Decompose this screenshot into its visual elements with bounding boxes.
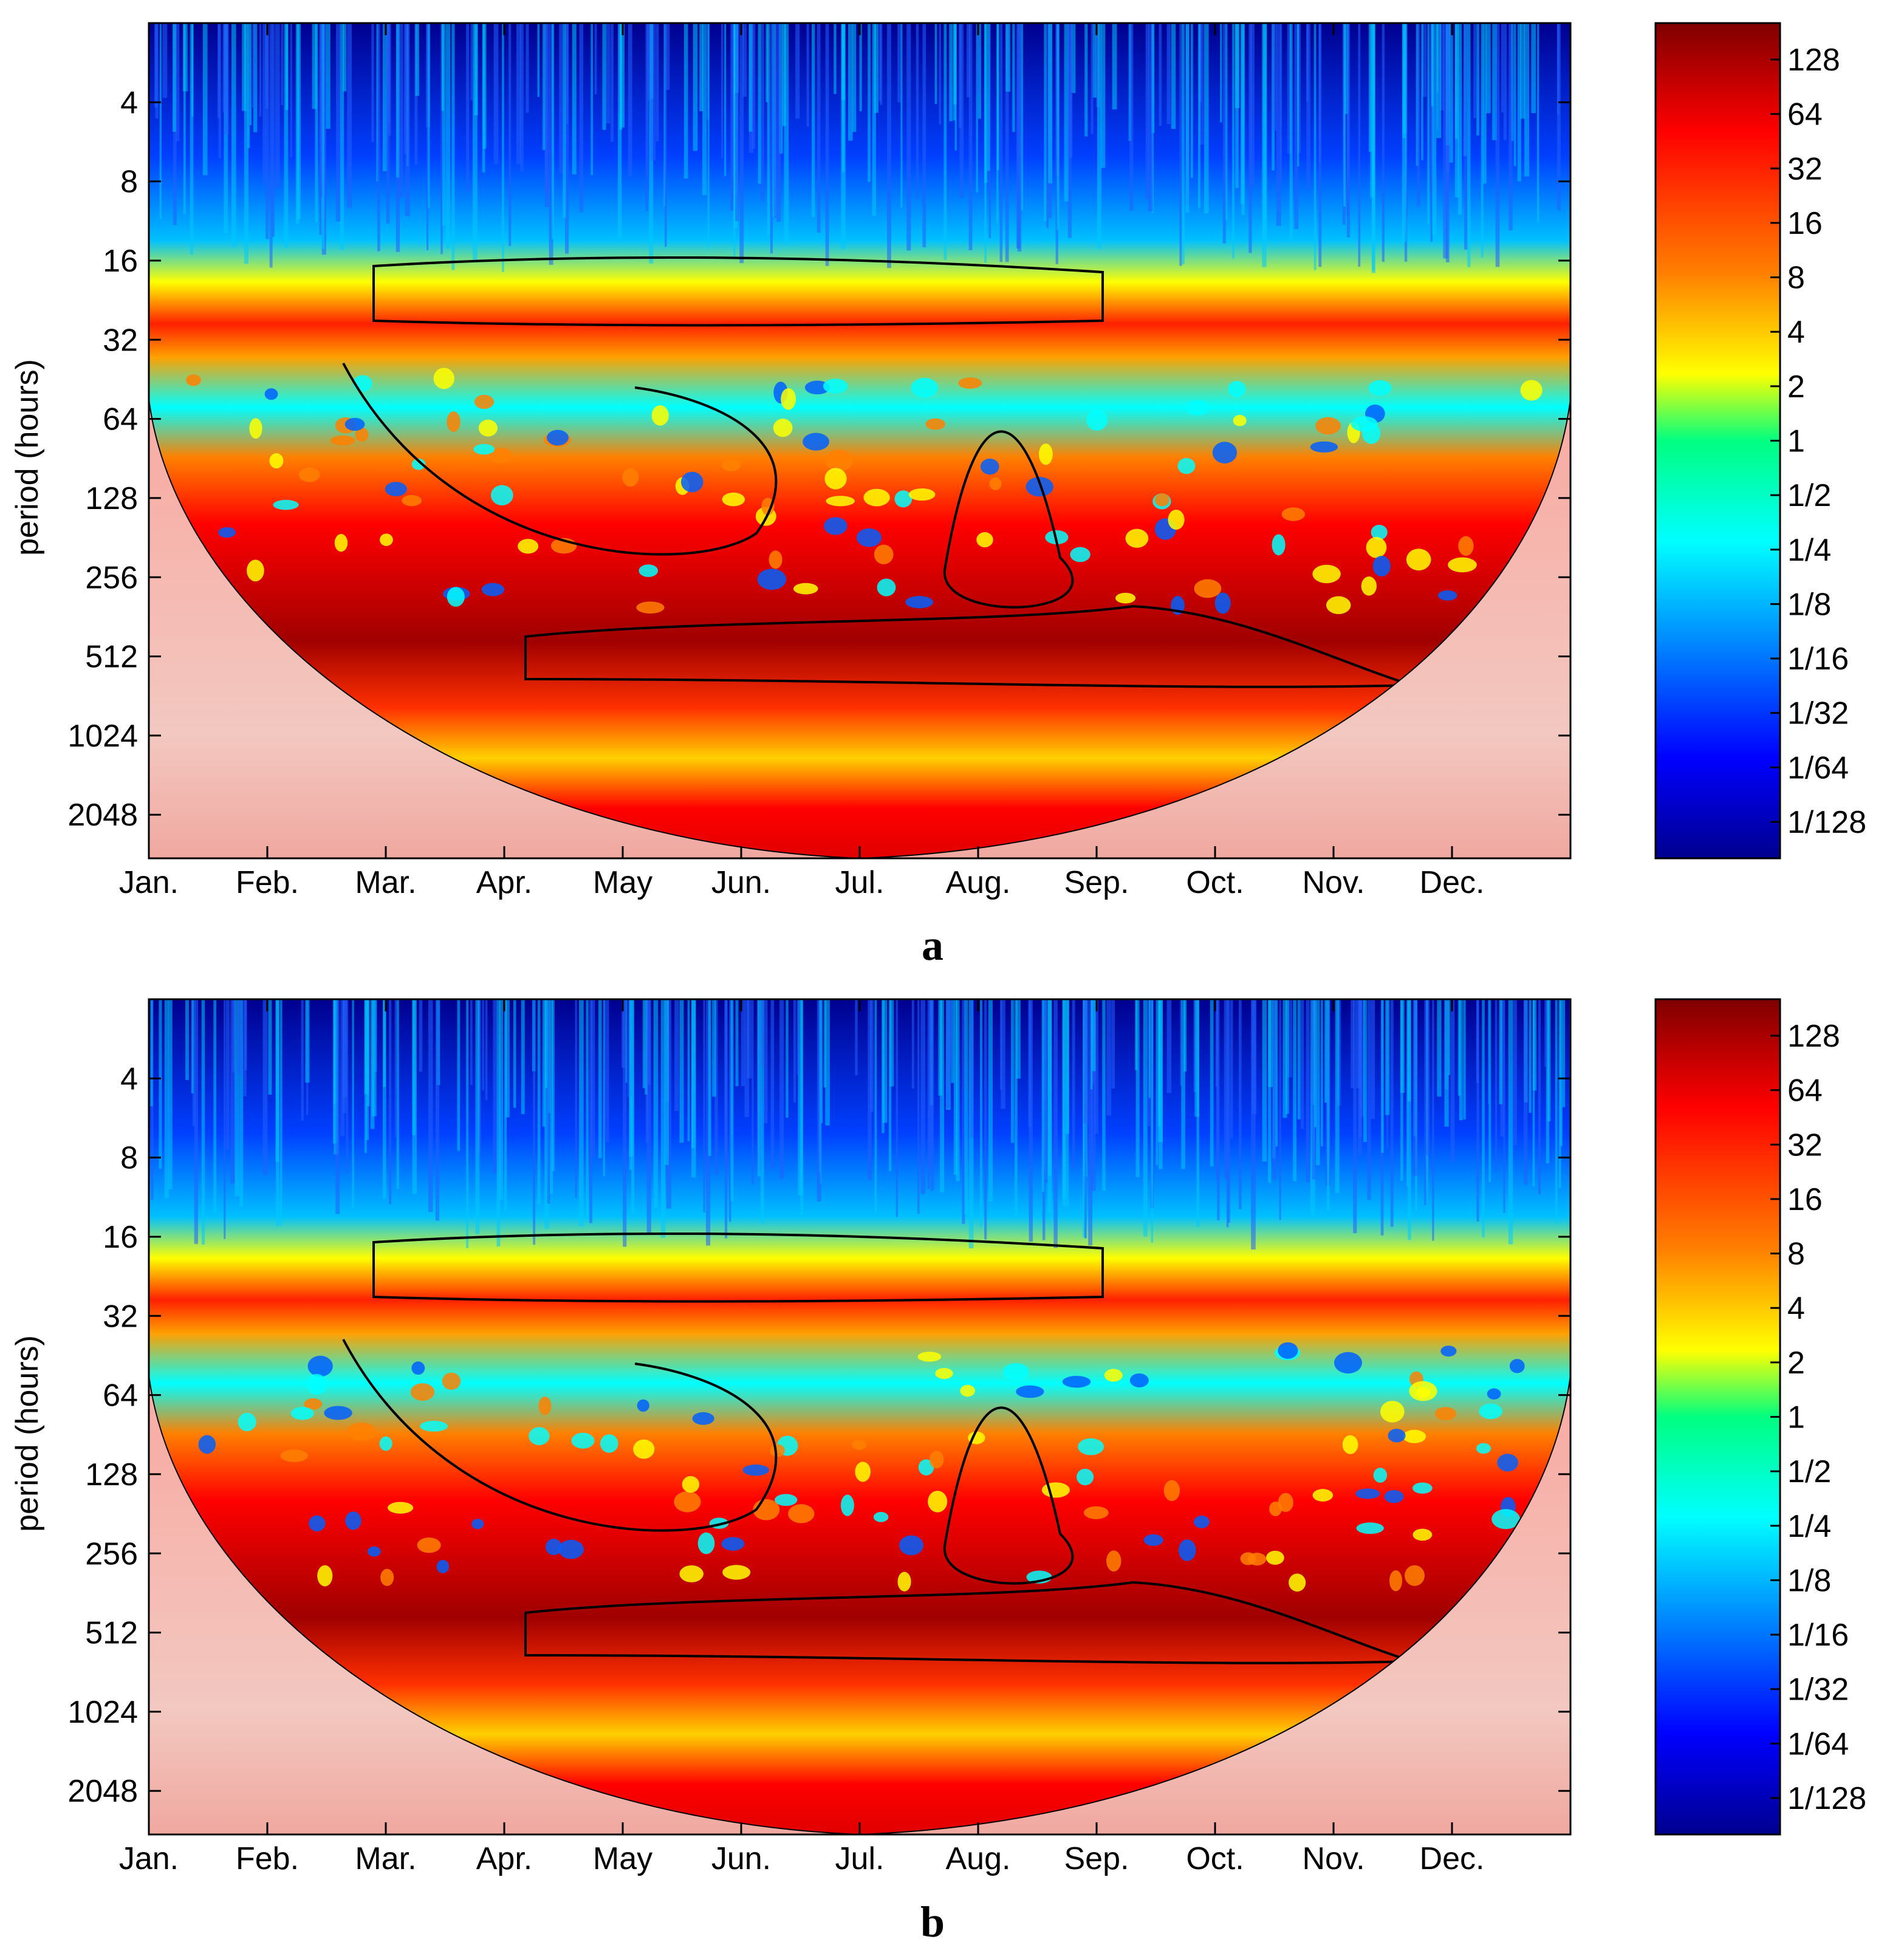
x-tick-label: Jan. bbox=[119, 865, 179, 900]
colorbar-label: 4 bbox=[1787, 315, 1805, 350]
colorbar-label: 1/8 bbox=[1787, 1563, 1831, 1598]
y-tick-label: 512 bbox=[85, 1616, 138, 1651]
colorbar-label: 16 bbox=[1787, 1182, 1823, 1217]
heatmap-area bbox=[149, 23, 1570, 858]
x-tick-label: Mar. bbox=[355, 865, 416, 900]
y-tick-label: 2048 bbox=[67, 798, 138, 833]
colorbar-label: 1/16 bbox=[1787, 641, 1849, 677]
y-tick-label: 16 bbox=[103, 244, 138, 279]
colorbar-label: 1/128 bbox=[1787, 1781, 1866, 1816]
x-tick-label: Jun. bbox=[711, 865, 771, 900]
y-tick-label: 4 bbox=[120, 85, 138, 120]
y-tick-label: 64 bbox=[103, 402, 138, 437]
colorbar bbox=[1654, 22, 1781, 860]
colorbar-label: 4 bbox=[1787, 1291, 1805, 1326]
y-tick-label: 16 bbox=[103, 1220, 138, 1255]
colorbar-label: 1/32 bbox=[1787, 1672, 1849, 1708]
colorbar-label: 32 bbox=[1787, 151, 1823, 186]
y-tick-label: 64 bbox=[103, 1378, 138, 1414]
colorbar-label: 128 bbox=[1787, 43, 1840, 78]
colorbar-label: 128 bbox=[1787, 1019, 1840, 1054]
y-axis-label: period (hours) bbox=[10, 359, 45, 556]
x-tick-label: Feb. bbox=[236, 1841, 299, 1876]
colorbar-label: 32 bbox=[1787, 1127, 1823, 1163]
y-axis-label: period (hours) bbox=[10, 1335, 45, 1532]
colorbar-label: 1/64 bbox=[1787, 750, 1849, 785]
colorbar-label: 1/2 bbox=[1787, 1454, 1831, 1489]
y-tick-label: 2048 bbox=[67, 1774, 138, 1809]
colorbar-label: 8 bbox=[1787, 1237, 1805, 1272]
colorbar-label: 1/16 bbox=[1787, 1618, 1849, 1653]
y-tick-label: 8 bbox=[120, 165, 138, 200]
colorbar-label: 2 bbox=[1787, 369, 1805, 405]
x-tick-label: Apr. bbox=[476, 1841, 533, 1876]
x-tick-label: Aug. bbox=[946, 865, 1011, 900]
colorbar-label: 8 bbox=[1787, 261, 1805, 296]
colorbar-label: 1/64 bbox=[1787, 1726, 1849, 1762]
colorbar-label: 1/2 bbox=[1787, 478, 1831, 513]
colorbar bbox=[1654, 998, 1781, 1836]
y-tick-label: 32 bbox=[103, 1299, 138, 1334]
x-tick-label: Jan. bbox=[119, 1841, 179, 1876]
colorbar-label: 1/128 bbox=[1787, 805, 1866, 840]
colorbar-label: 1 bbox=[1787, 1400, 1805, 1435]
colorbar-label: 1/4 bbox=[1787, 533, 1831, 568]
x-tick-label: Oct. bbox=[1186, 1841, 1244, 1876]
x-tick-label: May bbox=[593, 1841, 652, 1876]
colorbar-label: 1 bbox=[1787, 424, 1805, 459]
x-tick-label: Aug. bbox=[946, 1841, 1011, 1876]
y-tick-label: 1024 bbox=[67, 1695, 138, 1730]
x-tick-label: Sep. bbox=[1064, 865, 1129, 900]
y-tick-label: 128 bbox=[85, 1457, 138, 1492]
x-tick-label: Jul. bbox=[835, 1841, 885, 1876]
y-tick-label: 1024 bbox=[67, 719, 138, 754]
x-tick-label: Dec. bbox=[1420, 1841, 1485, 1876]
x-tick-label: Oct. bbox=[1186, 865, 1244, 900]
colorbar-label: 1/8 bbox=[1787, 587, 1831, 622]
panel-letter: b bbox=[920, 1898, 945, 1946]
y-tick-label: 512 bbox=[85, 640, 138, 675]
x-tick-label: May bbox=[593, 865, 652, 900]
y-tick-label: 8 bbox=[120, 1141, 138, 1176]
x-tick-label: Feb. bbox=[236, 865, 299, 900]
panel-letter: a bbox=[922, 921, 943, 969]
colorbar-label: 2 bbox=[1787, 1345, 1805, 1381]
x-tick-label: Sep. bbox=[1064, 1841, 1129, 1876]
colorbar-label: 1/4 bbox=[1787, 1509, 1831, 1544]
x-tick-label: Nov. bbox=[1302, 1841, 1365, 1876]
y-tick-label: 32 bbox=[103, 323, 138, 358]
x-tick-label: Dec. bbox=[1420, 865, 1485, 900]
y-tick-label: 4 bbox=[120, 1061, 138, 1096]
colorbar-label: 64 bbox=[1787, 1073, 1823, 1109]
x-tick-label: Apr. bbox=[476, 865, 533, 900]
x-tick-label: Mar. bbox=[355, 1841, 416, 1876]
x-tick-label: Jul. bbox=[835, 865, 885, 900]
y-tick-label: 128 bbox=[85, 481, 138, 516]
colorbar-label: 16 bbox=[1787, 206, 1823, 241]
heatmap-area bbox=[149, 999, 1570, 1834]
colorbar-label: 64 bbox=[1787, 97, 1823, 132]
x-tick-label: Nov. bbox=[1302, 865, 1365, 900]
colorbar-label: 1/32 bbox=[1787, 696, 1849, 731]
y-tick-label: 256 bbox=[85, 560, 138, 595]
y-tick-label: 256 bbox=[85, 1536, 138, 1571]
x-tick-label: Jun. bbox=[711, 1841, 771, 1876]
